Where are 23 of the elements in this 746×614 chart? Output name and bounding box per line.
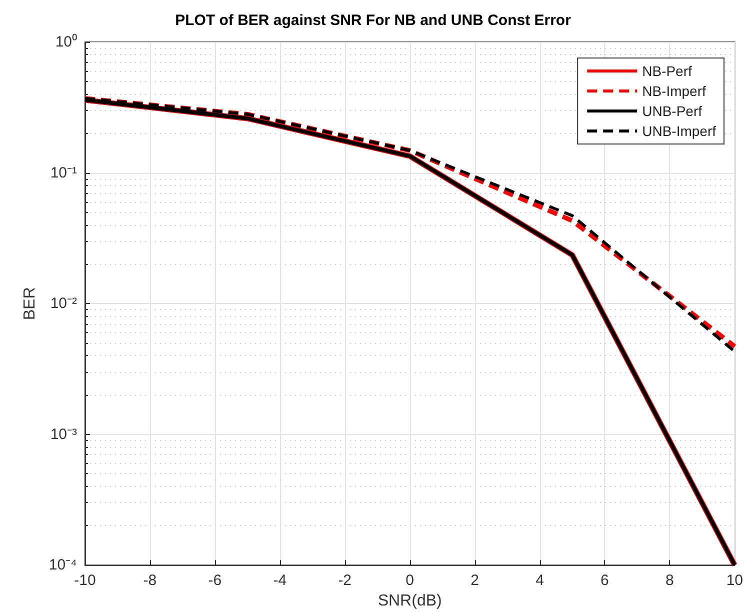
x-tick-label: 2: [470, 572, 479, 590]
legend-label: NB-Imperf: [642, 83, 706, 99]
y-axis-title: BER: [21, 287, 38, 320]
x-tick-label: -6: [208, 572, 222, 590]
chart-title: PLOT of BER against SNR For NB and UNB Const Error: [175, 12, 572, 29]
x-tick-label: 8: [666, 572, 674, 590]
x-tick-label: 10: [726, 572, 743, 590]
x-tick-label: 4: [536, 572, 544, 590]
y-tick-label: 10⁻³: [50, 426, 77, 443]
legend-label: UNB-Perf: [642, 103, 702, 119]
x-tick-label: -10: [74, 572, 96, 590]
y-tick-label: 10⁻⁴: [48, 556, 77, 574]
legend-label: UNB-Imperf: [642, 123, 716, 139]
y-tick-label: 10⁰: [55, 34, 77, 50]
legend-label: NB-Perf: [642, 63, 692, 79]
x-tick-label: -4: [273, 572, 287, 590]
x-tick-label: 0: [406, 572, 414, 590]
x-tick-label: -2: [338, 572, 352, 590]
y-tick-label: 10⁻¹: [50, 164, 77, 182]
x-tick-label: -8: [143, 572, 157, 590]
x-tick-label: 6: [600, 572, 609, 590]
y-tick-label: 10⁻²: [50, 295, 77, 312]
x-axis-title: SNR(dB): [378, 592, 442, 610]
